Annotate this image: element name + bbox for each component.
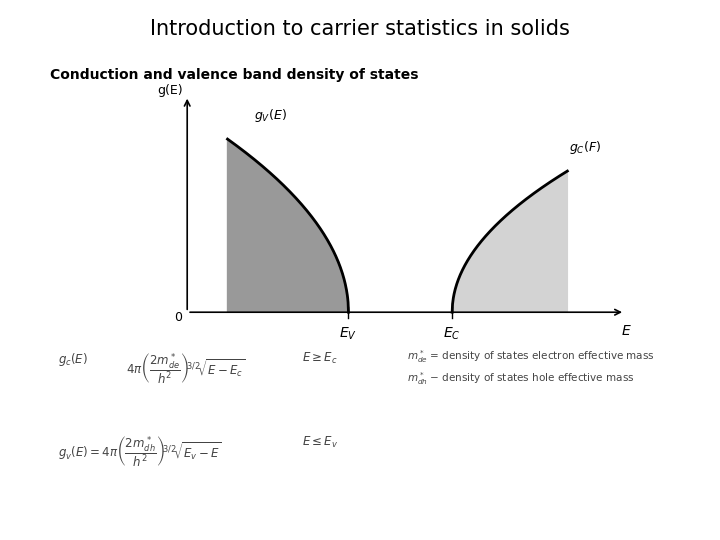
Text: $E_V$: $E_V$ — [339, 326, 358, 342]
Text: $m^*_{de}$ = density of states electron effective mass: $m^*_{de}$ = density of states electron … — [407, 348, 654, 365]
Text: E: E — [622, 323, 631, 338]
Text: $4\pi\left(\dfrac{2m^*_{de}}{h^2}\right)^{\!\!3/2}\!\sqrt{E-E_c}$: $4\pi\left(\dfrac{2m^*_{de}}{h^2}\right)… — [126, 351, 245, 386]
Text: $m^*_{dh}$ $-$ density of states hole effective mass: $m^*_{dh}$ $-$ density of states hole ef… — [407, 370, 634, 387]
Text: $g_c(E)$: $g_c(E)$ — [58, 351, 88, 368]
Polygon shape — [452, 171, 567, 312]
Text: $E_C$: $E_C$ — [444, 326, 461, 342]
Text: $g_V(E)$: $g_V(E)$ — [254, 107, 287, 124]
Text: g(E): g(E) — [157, 84, 183, 97]
Text: Introduction to carrier statistics in solids: Introduction to carrier statistics in so… — [150, 19, 570, 39]
Text: $g_C(F)$: $g_C(F)$ — [569, 139, 600, 156]
Text: $E \geq E_c$: $E \geq E_c$ — [302, 351, 338, 366]
Text: $g_v(E) = 4\pi\left(\dfrac{2m^*_{dh}}{h^2}\right)^{\!\!3/2}\!\sqrt{E_v-E}$: $g_v(E) = 4\pi\left(\dfrac{2m^*_{dh}}{h^… — [58, 435, 221, 469]
Text: Conduction and valence band density of states: Conduction and valence band density of s… — [50, 68, 419, 82]
Text: 0: 0 — [174, 312, 183, 325]
Text: $E \leq E_v$: $E \leq E_v$ — [302, 435, 338, 450]
Polygon shape — [228, 139, 348, 312]
